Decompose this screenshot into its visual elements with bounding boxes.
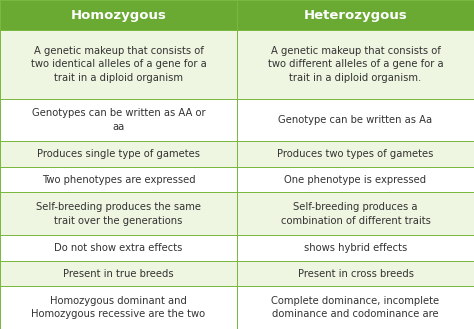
Text: Produces single type of gametes: Produces single type of gametes (37, 149, 200, 159)
Text: One phenotype is expressed: One phenotype is expressed (284, 175, 427, 185)
Text: Present in true breeds: Present in true breeds (63, 268, 174, 279)
Text: Two phenotypes are expressed: Two phenotypes are expressed (42, 175, 195, 185)
FancyBboxPatch shape (237, 192, 474, 235)
Text: Genotypes can be written as AA or
aa: Genotypes can be written as AA or aa (32, 108, 205, 132)
Text: Genotype can be written as Aa: Genotype can be written as Aa (278, 115, 433, 125)
Text: A genetic makeup that consists of
two identical alleles of a gene for a
trait in: A genetic makeup that consists of two id… (31, 46, 206, 83)
Text: Self-breeding produces the same
trait over the generations: Self-breeding produces the same trait ov… (36, 202, 201, 226)
FancyBboxPatch shape (0, 30, 237, 99)
FancyBboxPatch shape (237, 167, 474, 192)
FancyBboxPatch shape (237, 99, 474, 141)
FancyBboxPatch shape (0, 286, 237, 329)
Text: Heterozygous: Heterozygous (304, 9, 407, 22)
FancyBboxPatch shape (237, 261, 474, 286)
FancyBboxPatch shape (0, 141, 237, 167)
FancyBboxPatch shape (237, 235, 474, 261)
Text: Homozygous: Homozygous (71, 9, 166, 22)
Text: Complete dominance, incomplete
dominance and codominance are: Complete dominance, incomplete dominance… (272, 296, 439, 319)
FancyBboxPatch shape (0, 235, 237, 261)
FancyBboxPatch shape (0, 99, 237, 141)
Text: Produces two types of gametes: Produces two types of gametes (277, 149, 434, 159)
Text: Do not show extra effects: Do not show extra effects (55, 243, 182, 253)
FancyBboxPatch shape (237, 0, 474, 30)
Text: Self-breeding produces a
combination of different traits: Self-breeding produces a combination of … (281, 202, 430, 226)
FancyBboxPatch shape (0, 167, 237, 192)
FancyBboxPatch shape (237, 141, 474, 167)
FancyBboxPatch shape (0, 0, 237, 30)
FancyBboxPatch shape (237, 286, 474, 329)
FancyBboxPatch shape (0, 261, 237, 286)
FancyBboxPatch shape (237, 30, 474, 99)
Text: shows hybrid effects: shows hybrid effects (304, 243, 407, 253)
Text: Present in cross breeds: Present in cross breeds (298, 268, 413, 279)
FancyBboxPatch shape (0, 192, 237, 235)
Text: A genetic makeup that consists of
two different alleles of a gene for a
trait in: A genetic makeup that consists of two di… (268, 46, 443, 83)
Text: Homozygous dominant and
Homozygous recessive are the two: Homozygous dominant and Homozygous reces… (31, 296, 206, 319)
